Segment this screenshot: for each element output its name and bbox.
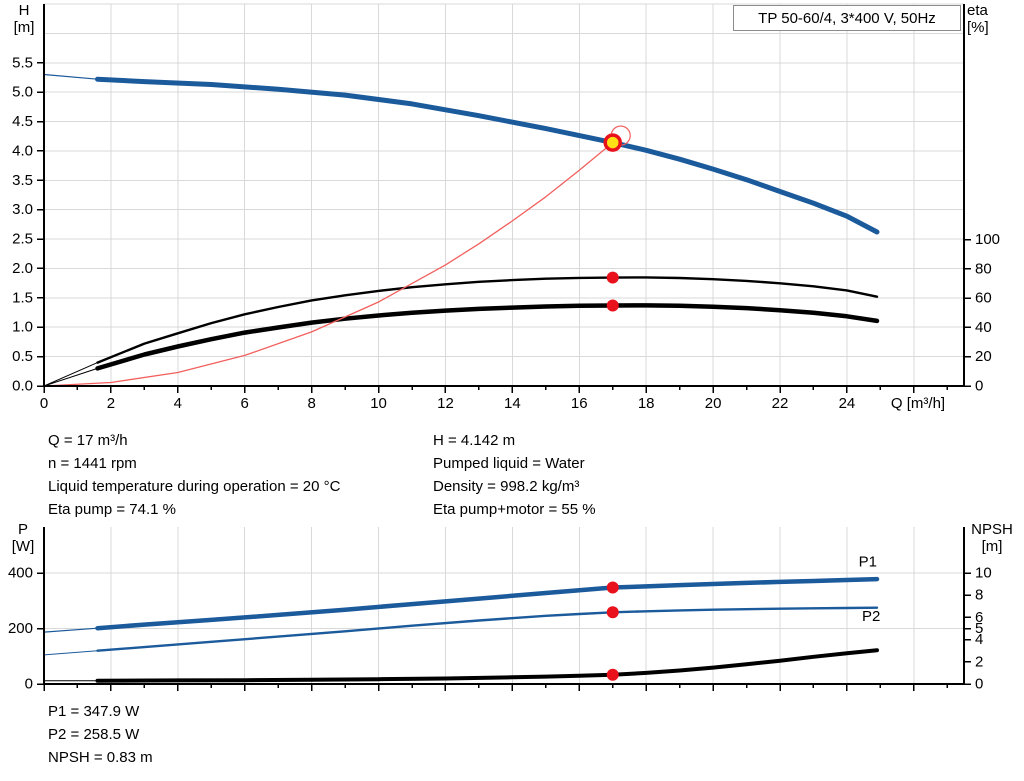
y-tick-label-right: 100: [975, 231, 1000, 248]
npsh-axis-label: NPSH [m]: [962, 521, 1022, 555]
series-label-p2: P2: [862, 608, 880, 625]
y-tick-label-right: 0: [975, 378, 983, 395]
x-tick-label: 0: [40, 395, 48, 412]
y-tick-label-left: 1.5: [12, 289, 33, 306]
pump-title-box: TP 50-60/4, 3*400 V, 50Hz: [733, 5, 961, 31]
h-axis-label-line2: [m]: [13, 19, 35, 36]
y-tick-label-left: 5.5: [12, 54, 33, 71]
npsh-axis-label-line1: NPSH: [971, 521, 1013, 538]
operating-point-dot: [606, 271, 619, 284]
eta-pump-motor-curve-lead: [43, 367, 98, 387]
p-axis-label-line1: P: [17, 521, 28, 538]
power-info-p1: P1 = 347.9 W: [48, 703, 140, 720]
y-tick-label-left: 4.0: [12, 142, 33, 159]
pump-head-curve: [95, 76, 880, 235]
y-tick-label-right: 40: [975, 319, 992, 336]
eta-pump-curve: [96, 276, 879, 364]
y-tick-label-right: 80: [975, 260, 992, 277]
duty-info-density: Density = 998.2 kg/m³: [433, 478, 580, 495]
operating-point-dot: [606, 581, 619, 594]
p1-power-curve: [95, 576, 880, 631]
y-tick-label-right: 4: [975, 631, 983, 648]
x-tick-label: 2: [107, 395, 115, 412]
y-tick-label-left: 1.0: [12, 319, 33, 336]
x-tick-label: 12: [437, 395, 454, 412]
y-tick-label-right: 2: [975, 653, 983, 670]
eta-pump-curve-lead: [43, 362, 98, 387]
npsh-curve: [95, 648, 879, 683]
p2-power-curve: [96, 606, 879, 652]
x-tick-label: 18: [638, 395, 655, 412]
x-tick-label: 16: [571, 395, 588, 412]
y-tick-label-right: 10: [975, 565, 992, 582]
y-tick-label-right: 6: [975, 609, 983, 626]
y-tick-label-left: 4.5: [12, 113, 33, 130]
eta-axis-label: eta [%]: [967, 2, 1011, 36]
operating-point-dot: [606, 299, 619, 312]
y-tick-label-left: 0: [25, 676, 33, 693]
duty-info-pumped-liquid: Pumped liquid = Water: [433, 455, 585, 472]
h-axis-label: H [m]: [6, 2, 42, 36]
duty-info-right-column: H = 4.142 m Pumped liquid = Water Densit…: [433, 429, 596, 521]
p-axis-label: P [W]: [4, 521, 42, 555]
x-tick-label: 14: [504, 395, 521, 412]
npsh-axis-label-line2: [m]: [981, 538, 1003, 555]
p2-power-curve-lead: [43, 650, 98, 656]
pump-title-text: TP 50-60/4, 3*400 V, 50Hz: [758, 9, 936, 27]
system-curve: [43, 141, 614, 387]
pump-head-curve-lead: [43, 73, 99, 80]
y-tick-label-left: 200: [8, 620, 33, 637]
power-info-npsh: NPSH = 0.83 m: [48, 749, 153, 766]
operating-point-dot: [606, 606, 619, 619]
eta-axis-label-line1: eta: [967, 2, 988, 19]
duty-info-eta-pump: Eta pump = 74.1 %: [48, 501, 176, 518]
y-tick-label-left: 400: [8, 565, 33, 582]
x-tick-label: 6: [241, 395, 249, 412]
y-tick-label-left: 0.5: [12, 348, 33, 365]
duty-info-head: H = 4.142 m: [433, 432, 516, 449]
y-tick-label-right: 0: [975, 676, 983, 693]
p1-power-curve-lead: [43, 627, 99, 633]
x-tick-label: 10: [370, 395, 387, 412]
x-tick-label: 20: [705, 395, 722, 412]
power-info-column: P1 = 347.9 W P2 = 258.5 W NPSH = 0.83 m: [48, 700, 153, 769]
y-tick-label-right: 8: [975, 587, 983, 604]
duty-info-speed: n = 1441 rpm: [48, 455, 137, 472]
power-info-p2: P2 = 258.5 W: [48, 726, 140, 743]
duty-info-eta-pump-motor: Eta pump+motor = 55 %: [433, 501, 596, 518]
duty-point-marker: [603, 133, 622, 152]
x-tick-label: 4: [174, 395, 182, 412]
y-tick-label-left: 3.5: [12, 172, 33, 189]
y-tick-label-right: 20: [975, 348, 992, 365]
x-tick-label: 22: [772, 395, 789, 412]
y-tick-label-right: 60: [975, 290, 992, 307]
eta-pump-motor-curve: [95, 303, 880, 371]
h-axis-label-line1: H: [18, 2, 30, 19]
duty-info-left-column: Q = 17 m³/h n = 1441 rpm Liquid temperat…: [48, 429, 340, 521]
p-axis-label-line2: [W]: [11, 538, 35, 555]
eta-axis-label-line2: [%]: [967, 19, 989, 36]
power-npsh-chart: 0 200 400 0 2 456 8 10 P1 P2: [8, 527, 992, 693]
head-capacity-chart: 0 2 4 6 8 10 12 14 16 18 20 22 24 Q [m³/h]0.00.51.01.…: [12, 3, 1000, 412]
y-tick-label-left: 5.0: [12, 84, 33, 101]
series-label-p1: P1: [859, 553, 877, 570]
y-tick-label-left: 0.0: [12, 378, 33, 395]
duty-info-flow: Q = 17 m³/h: [48, 432, 128, 449]
y-tick-label-right: 5: [975, 620, 983, 637]
y-tick-label-left: 2.0: [12, 260, 33, 277]
y-tick-label-left: 3.0: [12, 201, 33, 218]
x-tick-label: 8: [307, 395, 315, 412]
x-axis-title: Q [m³/h]: [891, 395, 945, 412]
operating-point-dot: [606, 668, 619, 681]
x-tick-label: 24: [839, 395, 856, 412]
y-tick-label-left: 2.5: [12, 231, 33, 248]
duty-info-liquid-temperature: Liquid temperature during operation = 20…: [48, 478, 341, 495]
